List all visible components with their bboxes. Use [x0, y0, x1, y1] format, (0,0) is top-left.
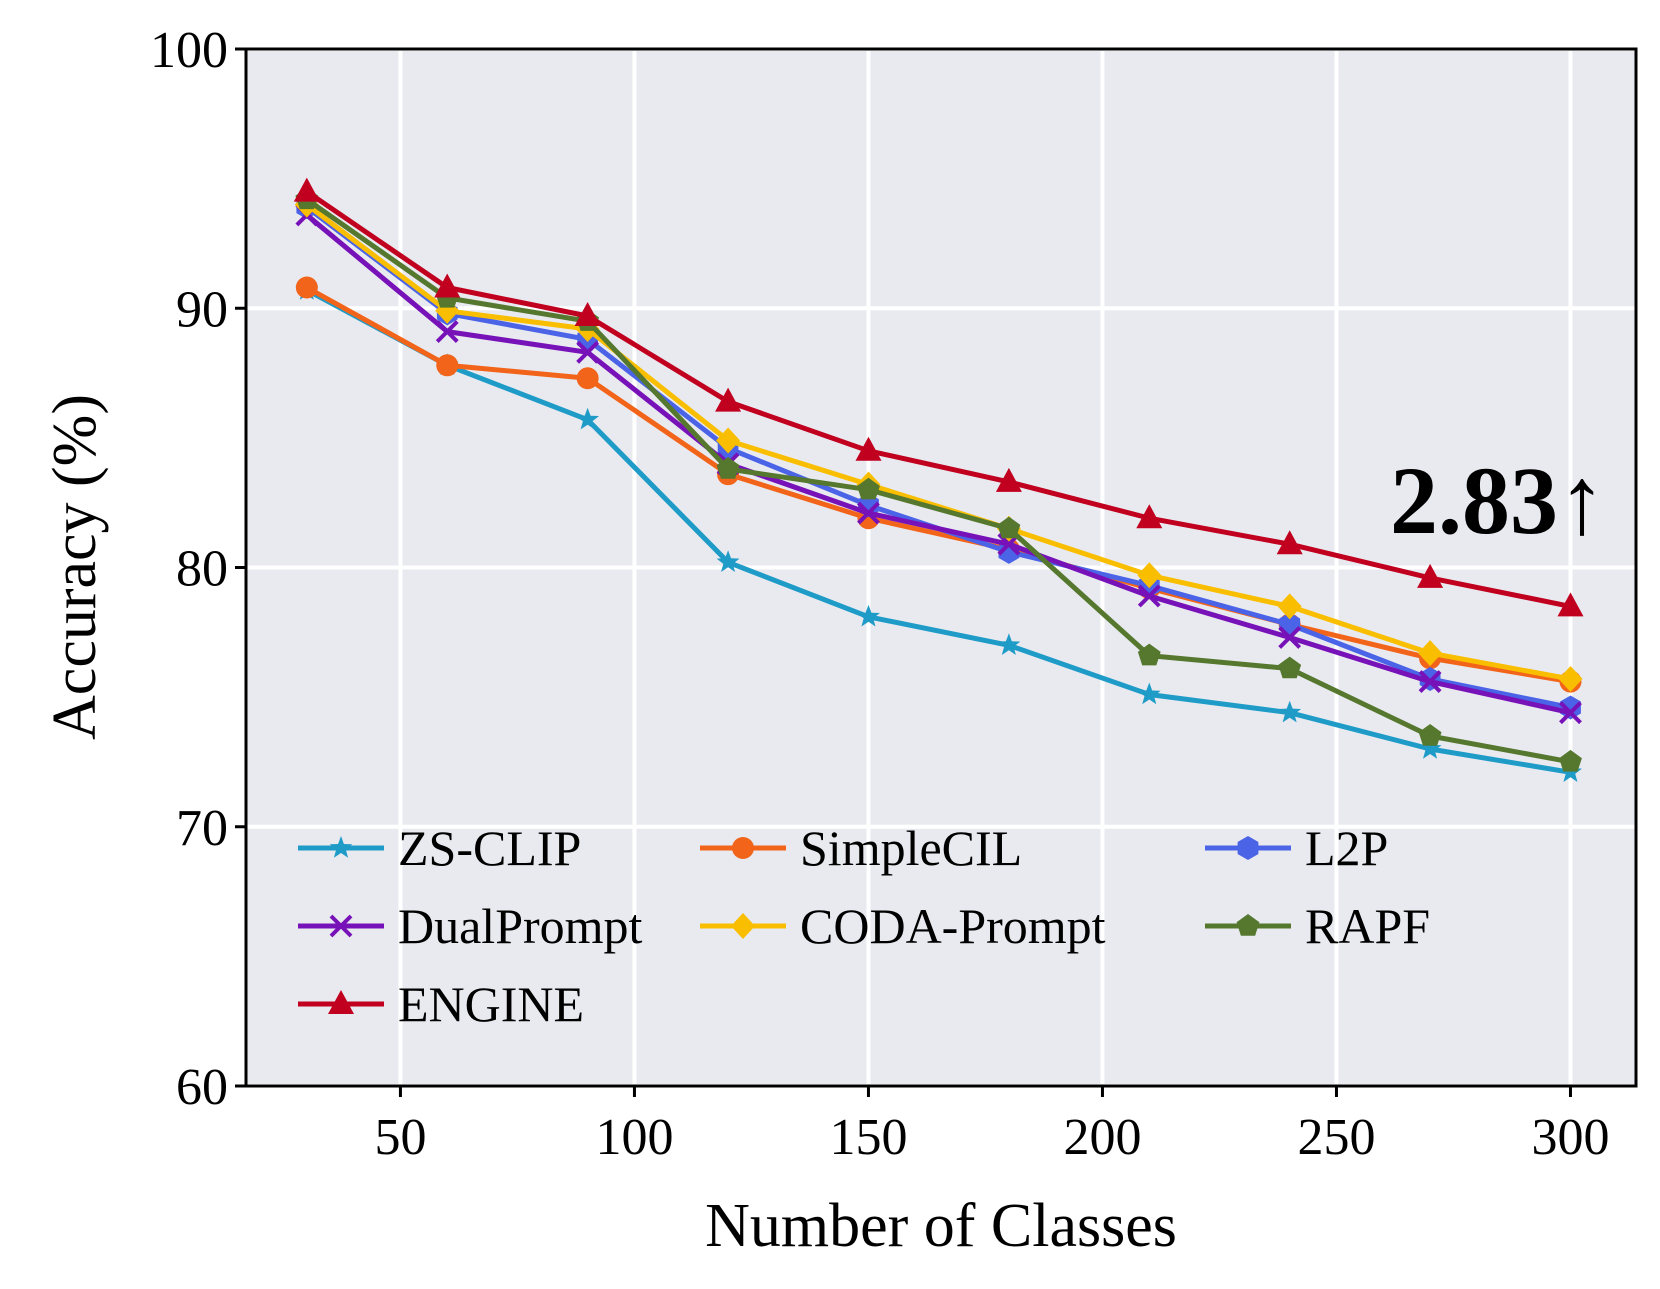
- legend-label: ZS-CLIP: [398, 820, 581, 876]
- series-line-coda-prompt: [305, 202, 1571, 682]
- data-point-zs-clip: [576, 407, 600, 430]
- data-point-simplecil: [436, 354, 459, 377]
- data-point-rapf: [1559, 749, 1582, 772]
- series-lines: [293, 177, 1584, 782]
- series-line-rapf: [305, 197, 1571, 765]
- x-marker-stroke: [1137, 584, 1161, 608]
- x-marker-stroke: [1278, 626, 1302, 649]
- x-marker-stroke: [1418, 670, 1442, 693]
- x-tick-label: 300: [1531, 1109, 1609, 1166]
- series-engine: [293, 177, 1584, 617]
- data-point-engine: [995, 467, 1022, 492]
- legend-marker: [329, 914, 353, 938]
- data-point-dualprompt: [857, 501, 880, 525]
- legend-item-l2p: L2P: [1205, 820, 1388, 876]
- data-point-rapf: [1137, 643, 1161, 666]
- data-point-engine: [1417, 563, 1444, 588]
- data-point-engine: [434, 273, 461, 298]
- legend-marker: [732, 837, 754, 859]
- y-axis-title: Accuracy (%): [41, 394, 109, 740]
- data-point-simplecil: [295, 276, 318, 299]
- series-line-dualprompt: [305, 212, 1572, 716]
- data-point-coda-prompt: [1277, 593, 1302, 620]
- data-point-rapf: [857, 477, 880, 500]
- data-point-engine: [715, 387, 742, 412]
- y-tick-label: 80: [176, 541, 228, 598]
- y-tick-label: 90: [176, 281, 228, 338]
- data-point-engine: [855, 436, 882, 461]
- improvement-annotation: 2.83↑: [1390, 447, 1606, 554]
- legend-label: RAPF: [1305, 898, 1430, 954]
- data-point-simplecil: [576, 367, 599, 390]
- data-point-zs-clip: [1418, 737, 1442, 759]
- legend-item-zs-clip: ZS-CLIP: [298, 820, 581, 876]
- data-point-engine: [293, 177, 320, 202]
- data-point-zs-clip: [857, 604, 880, 627]
- data-point-zs-clip: [1137, 682, 1161, 705]
- data-point-zs-clip: [1278, 700, 1302, 723]
- data-point-engine: [1557, 592, 1584, 617]
- data-point-engine: [574, 302, 601, 326]
- data-point-dualprompt: [1137, 584, 1161, 608]
- legend-label: SimpleCIL: [800, 820, 1022, 876]
- data-point-engine: [1136, 504, 1163, 529]
- data-point-engine: [1276, 530, 1303, 555]
- data-point-rapf: [716, 457, 740, 479]
- legend: ZS-CLIP SimpleCIL L2P DualPrompt CODA-Prompt…: [298, 820, 1430, 1032]
- legend-label: DualPrompt: [398, 898, 643, 954]
- x-tick-label: 150: [829, 1109, 907, 1166]
- legend-label: L2P: [1305, 820, 1388, 876]
- x-marker-stroke: [576, 340, 600, 364]
- x-marker-stroke: [1559, 701, 1582, 725]
- series-line-simplecil: [305, 285, 1571, 685]
- data-point-dualprompt: [435, 320, 459, 343]
- x-marker-stroke: [435, 320, 459, 343]
- series-line-engine: [305, 189, 1571, 609]
- y-tick-label: 70: [176, 800, 228, 857]
- legend-item-dualprompt: DualPrompt: [298, 898, 643, 954]
- data-point-dualprompt: [1559, 701, 1582, 725]
- y-tick-label: 60: [176, 1059, 228, 1116]
- data-point-zs-clip: [716, 550, 740, 572]
- legend-label: CODA-Prompt: [800, 898, 1106, 954]
- data-point-coda-prompt: [716, 427, 741, 454]
- data-point-rapf: [1418, 724, 1442, 746]
- legend-marker: [1236, 914, 1260, 936]
- x-marker-stroke: [857, 501, 880, 525]
- data-point-coda-prompt: [1558, 666, 1583, 692]
- data-point-dualprompt: [1418, 670, 1442, 693]
- y-tick-label: 100: [150, 22, 228, 79]
- data-point-dualprompt: [576, 340, 600, 364]
- axis-tick-labels: 50 100 150 200 250 300 60 70 80 90 100: [150, 22, 1609, 1166]
- x-marker-stroke: [329, 914, 353, 938]
- data-point-zs-clip: [997, 633, 1021, 655]
- legend-item-simplecil: SimpleCIL: [700, 820, 1022, 876]
- legend-item-engine: ENGINE: [298, 976, 584, 1032]
- legend-marker: [328, 990, 354, 1014]
- series-line-zs-clip: [305, 287, 1571, 775]
- x-axis-title: Number of Classes: [705, 1192, 1177, 1260]
- data-point-coda-prompt: [1418, 640, 1443, 667]
- legend-label: ENGINE: [398, 976, 584, 1032]
- data-point-dualprompt: [1278, 626, 1302, 649]
- axis-ticks: [235, 47, 1572, 1097]
- legend-marker: [731, 913, 755, 939]
- legend-item-rapf: RAPF: [1205, 898, 1430, 954]
- data-point-rapf: [997, 516, 1021, 539]
- x-tick-label: 50: [374, 1109, 426, 1166]
- series-rapf: [295, 187, 1582, 772]
- data-point-coda-prompt: [1137, 562, 1162, 589]
- legend-item-coda-prompt: CODA-Prompt: [700, 898, 1106, 954]
- legend-marker: [329, 836, 353, 858]
- data-point-rapf: [1278, 656, 1302, 679]
- x-tick-label: 100: [595, 1109, 673, 1166]
- legend-marker: [1237, 836, 1259, 860]
- x-tick-label: 200: [1063, 1109, 1141, 1166]
- x-tick-label: 250: [1297, 1109, 1375, 1166]
